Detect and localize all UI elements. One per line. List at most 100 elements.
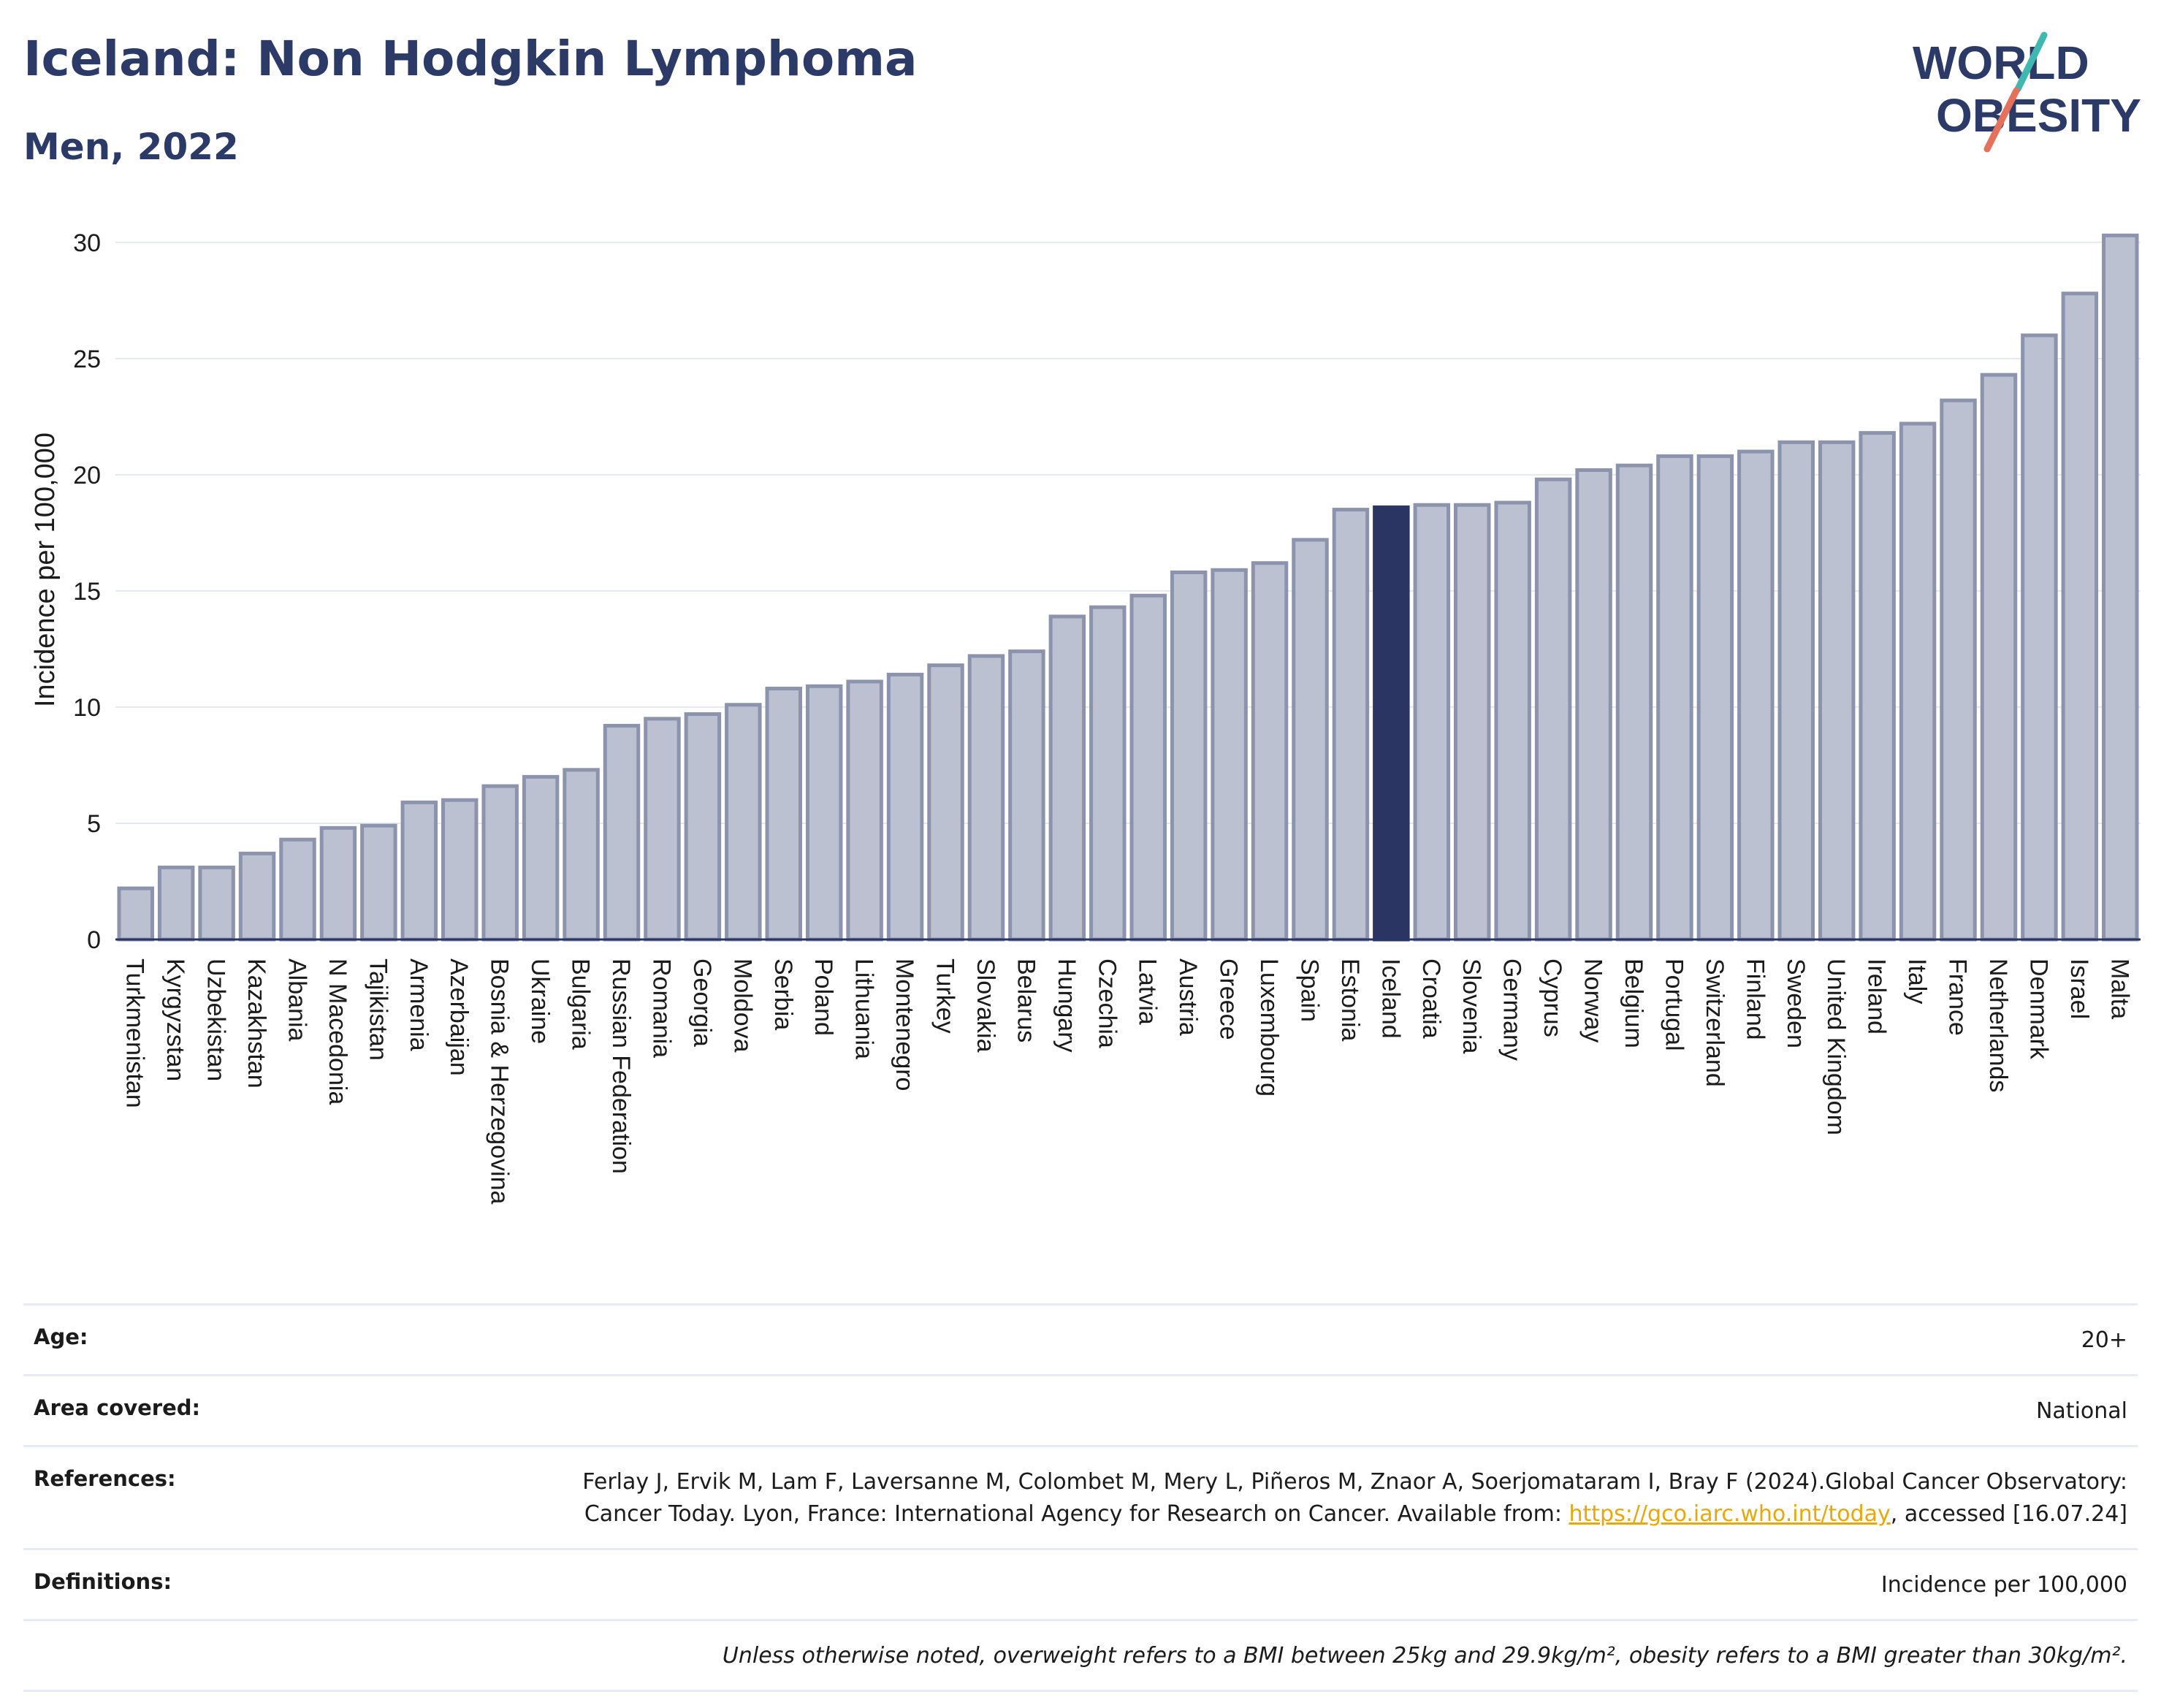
- bar: [481, 784, 519, 942]
- y-tick-label: 10: [73, 694, 101, 722]
- bar: [1332, 508, 1370, 942]
- x-tick-label: Lithuania: [850, 958, 878, 1059]
- meta-row-note: Unless otherwise noted, overweight refer…: [23, 1619, 2138, 1692]
- bar: [684, 712, 722, 942]
- x-tick-label: Slovakia: [972, 958, 999, 1053]
- bar: [1656, 454, 1693, 942]
- metadata-table: Age: 20+ Area covered: National Referenc…: [23, 1303, 2138, 1692]
- bar-chart: 0 5 10 15 20 25 30 Incidence per 100,000 Turkm…: [30, 229, 2141, 1205]
- bar: [805, 684, 843, 942]
- y-tick-label: 0: [87, 926, 101, 954]
- bar: [1211, 568, 1248, 942]
- x-tick-label: Greece: [1215, 958, 1243, 1040]
- x-tick-label: Kazakhstan: [243, 958, 270, 1089]
- bar: [522, 774, 560, 942]
- bar: [117, 886, 154, 942]
- meta-row-references: References: Ferlay J, Ervik M, Lam F, La…: [23, 1445, 2138, 1548]
- x-tick-label: Estonia: [1336, 958, 1364, 1041]
- y-tick-label: 5: [87, 810, 101, 838]
- x-tick-label: Kyrgyzstan: [161, 958, 189, 1081]
- bar: [238, 851, 276, 942]
- x-tick-label: Tajikistan: [364, 958, 392, 1061]
- x-tick-label: Sweden: [1782, 958, 1810, 1048]
- y-axis-label: Incidence per 100,000: [30, 432, 61, 707]
- x-tick-label: Bosnia & Herzegovina: [486, 958, 514, 1205]
- x-tick-label: Latvia: [1134, 958, 1162, 1025]
- reference-text: Ferlay J, Ervik M, Lam F, Laversanne M, …: [582, 1469, 2127, 1527]
- x-tick-label: Cyprus: [1539, 958, 1566, 1037]
- bar: [1413, 503, 1451, 942]
- bar: [1696, 454, 1734, 942]
- meta-row-age: Age: 20+: [23, 1303, 2138, 1374]
- x-tick-label: Germany: [1498, 958, 1526, 1061]
- x-tick-label: Moldova: [728, 958, 756, 1053]
- x-tick-label: Ireland: [1863, 958, 1891, 1034]
- x-tick-label: Finland: [1741, 958, 1769, 1040]
- x-tick-label: Malta: [2105, 958, 2133, 1019]
- chart-title: Iceland: Non Hodgkin Lymphoma: [23, 31, 918, 87]
- meta-value-references: Ferlay J, Ervik M, Lam F, Laversanne M, …: [520, 1466, 2127, 1530]
- x-tick-label: Croatia: [1417, 958, 1445, 1039]
- x-tick-label: Austria: [1174, 958, 1202, 1036]
- bar: [765, 686, 802, 942]
- meta-label-area: Area covered:: [34, 1395, 201, 1420]
- bar: [1534, 477, 1572, 942]
- x-tick-label: Serbia: [769, 958, 797, 1030]
- logo-slash-teal: [2014, 31, 2048, 93]
- bar: [1940, 398, 1977, 942]
- x-tick-label: Netherlands: [1984, 958, 2012, 1092]
- x-tick-label: Czechia: [1093, 958, 1121, 1048]
- bar: [319, 826, 357, 942]
- x-tick-label: Belgium: [1620, 958, 1647, 1048]
- meta-row-area: Area covered: National: [23, 1374, 2138, 1445]
- reference-accessed: , accessed [16.07.24]: [1890, 1501, 2127, 1527]
- bar: [2061, 291, 2099, 942]
- meta-label-references: References:: [34, 1466, 176, 1491]
- x-tick-label: Luxembourg: [1255, 958, 1283, 1097]
- y-axis-ticks: 0 5 10 15 20 25 30: [73, 229, 101, 954]
- x-tick-label: Ukraine: [526, 958, 554, 1044]
- meta-label-age: Age:: [34, 1324, 88, 1349]
- bar: [1170, 570, 1208, 942]
- bar: [644, 717, 681, 942]
- x-tick-label: Azerbaijan: [445, 958, 473, 1076]
- x-tick-label: Norway: [1579, 958, 1607, 1042]
- x-tick-label: Israel: [2065, 958, 2093, 1019]
- bar: [1008, 649, 1045, 942]
- x-tick-label: Romania: [647, 958, 675, 1058]
- x-tick-label: Montenegro: [891, 958, 918, 1091]
- logo-slash-coral: [1983, 87, 2020, 153]
- x-axis-tick-labels: Turkmenistan Kyrgyzstan Uzbekistan Kazakhst…: [121, 958, 2134, 1205]
- x-tick-label: Turkmenistan: [121, 958, 149, 1108]
- x-tick-label: Albania: [283, 958, 310, 1042]
- logo-word-world: WORLD: [1913, 37, 2089, 89]
- bar: [157, 865, 195, 942]
- x-tick-label: United Kingdom: [1822, 958, 1850, 1135]
- y-tick-label: 20: [73, 462, 101, 489]
- y-tick-label: 30: [73, 229, 101, 257]
- bar: [2021, 333, 2058, 942]
- x-tick-label: Poland: [809, 958, 837, 1036]
- x-tick-label: Denmark: [2024, 958, 2052, 1060]
- bar: [927, 663, 964, 942]
- chart-subtitle: Men, 2022: [23, 126, 239, 168]
- x-tick-label: Uzbekistan: [202, 958, 230, 1081]
- bars: [117, 233, 2139, 942]
- bar: [1575, 468, 1612, 942]
- world-obesity-logo: WORLD OBESITY: [1913, 31, 2141, 153]
- bar: [441, 798, 479, 942]
- bar: [1899, 422, 1937, 942]
- bar-highlight: [1373, 505, 1410, 942]
- bar: [1048, 614, 1086, 942]
- reference-link[interactable]: https://gco.iarc.who.int/today: [1569, 1501, 1891, 1527]
- bar: [1089, 605, 1127, 942]
- bar: [725, 703, 762, 942]
- logo-word-obesity: OBESITY: [1936, 89, 2141, 142]
- x-tick-label: Bulgaria: [567, 958, 595, 1050]
- bar: [603, 723, 641, 942]
- bar: [2102, 233, 2139, 942]
- x-tick-label: Hungary: [1053, 958, 1080, 1053]
- bar: [1777, 440, 1815, 942]
- bar: [846, 679, 883, 942]
- bar: [967, 654, 1005, 942]
